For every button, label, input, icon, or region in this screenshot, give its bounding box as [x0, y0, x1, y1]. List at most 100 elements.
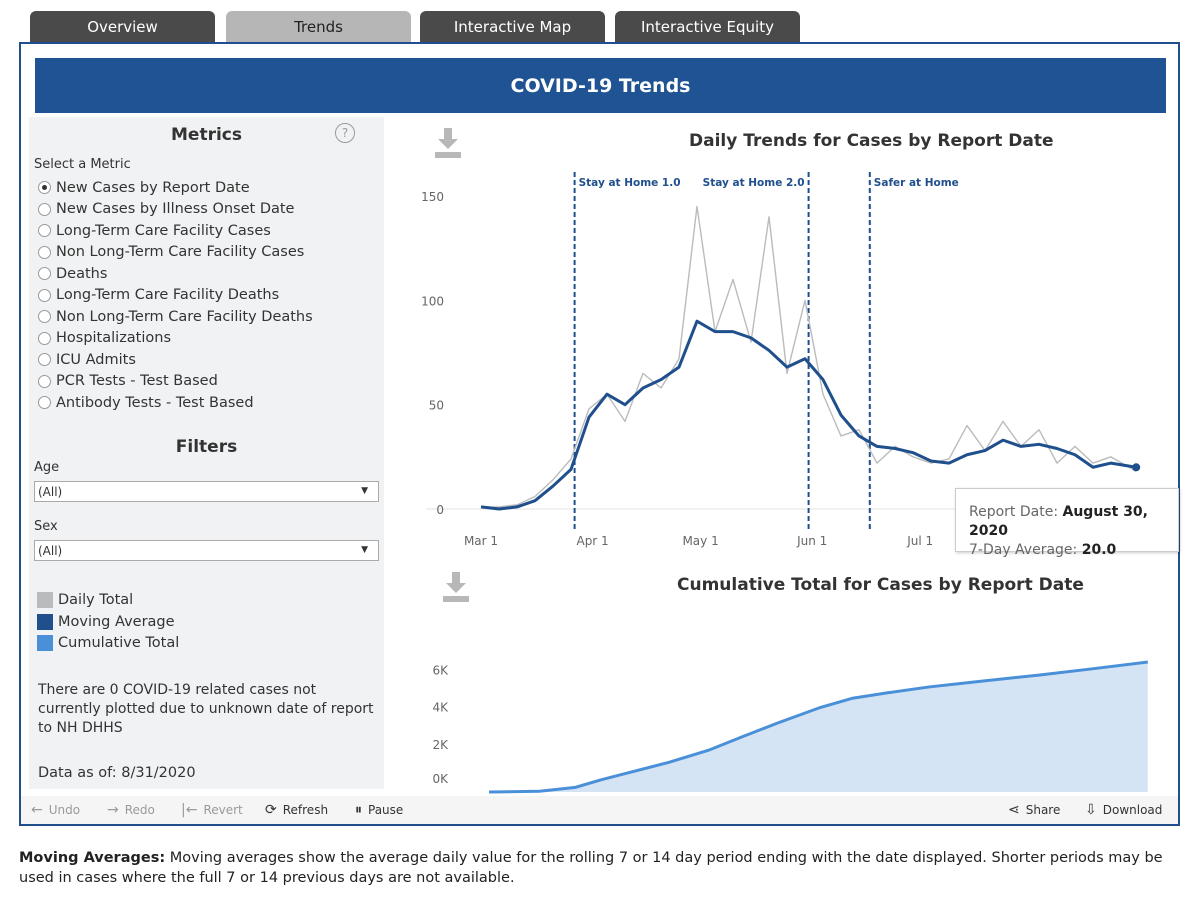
- sex-dropdown[interactable]: (All) ▼: [34, 540, 379, 561]
- legend-label: Cumulative Total: [58, 635, 180, 651]
- metric-option[interactable]: Non Long-Term Care Facility Cases: [38, 242, 368, 263]
- tooltip-date-value: August 30, 2020: [969, 504, 1148, 539]
- metric-option-label: Non Long-Term Care Facility Cases: [56, 244, 305, 260]
- refresh-button[interactable]: ⟳ Refresh: [265, 802, 328, 818]
- tooltip-avg-label: 7-Day Average:: [969, 542, 1078, 558]
- metric-option-label: Long-Term Care Facility Cases: [56, 222, 271, 239]
- legend-swatch: [37, 592, 53, 608]
- metric-option[interactable]: Antibody Tests - Test Based: [38, 392, 368, 413]
- tooltip-avg-value: 20.0: [1081, 542, 1117, 558]
- y-tick-label: 50: [429, 399, 444, 413]
- left-panel: Metrics ? Select a Metric New Cases by R…: [29, 117, 384, 789]
- share-button[interactable]: ⋖ Share: [1008, 802, 1060, 818]
- share-label: Share: [1025, 803, 1061, 817]
- metrics-title: Metrics: [171, 125, 242, 145]
- cumulative-chart-title: Cumulative Total for Cases by Report Dat…: [677, 575, 1084, 595]
- metric-option-label: Deaths: [56, 265, 108, 282]
- metric-option-label: New Cases by Illness Onset Date: [56, 201, 295, 217]
- footnote-label: Moving Averages:: [19, 850, 166, 866]
- chevron-down-icon: ▼: [361, 486, 368, 496]
- legend-swatch: [37, 635, 53, 651]
- metric-option[interactable]: Long-Term Care Facility Cases: [38, 220, 368, 241]
- radio-icon: [38, 267, 51, 280]
- sex-label: Sex: [34, 519, 58, 534]
- pause-button[interactable]: ⏸ Pause: [355, 802, 403, 818]
- pause-icon: ⏸: [355, 802, 362, 818]
- download-label: Download: [1102, 803, 1163, 817]
- chevron-down-icon: ▼: [361, 545, 368, 555]
- download-icon[interactable]: [441, 570, 471, 604]
- radio-icon: [38, 353, 51, 366]
- radio-icon: [38, 331, 51, 345]
- highlight-point: [1132, 463, 1141, 472]
- x-tick-label: Jul 1: [906, 534, 933, 548]
- daily-chart-title: Daily Trends for Cases by Report Date: [689, 131, 1054, 151]
- tab-trends[interactable]: Trends: [226, 11, 411, 43]
- y-tick-label: 150: [421, 190, 444, 204]
- age-dropdown-value: (All): [38, 484, 63, 499]
- x-tick-label: Mar 1: [464, 534, 498, 548]
- undo-icon: ←: [31, 802, 43, 818]
- undo-button[interactable]: ← Undo: [31, 802, 80, 818]
- footnote: Moving Averages: Moving averages show th…: [19, 848, 1179, 888]
- redo-button[interactable]: → Redo: [107, 802, 155, 818]
- radio-icon: [38, 224, 51, 237]
- legend-swatch: [37, 614, 53, 630]
- radio-selected-icon: [38, 181, 51, 194]
- x-tick-label: Jun 1: [796, 534, 827, 548]
- radio-icon: [38, 288, 51, 302]
- metric-option[interactable]: Hospitalizations: [38, 328, 368, 349]
- chart-tooltip: Report Date: August 30, 2020 7-Day Avera…: [955, 488, 1179, 558]
- tab-interactive-map[interactable]: Interactive Map: [420, 11, 605, 43]
- radio-icon: [38, 374, 51, 388]
- metric-option[interactable]: PCR Tests - Test Based: [38, 371, 368, 392]
- refresh-label: Refresh: [282, 803, 329, 817]
- metric-option[interactable]: Long-Term Care Facility Deaths: [38, 285, 368, 306]
- help-icon[interactable]: ?: [335, 123, 355, 143]
- select-metric-label: Select a Metric: [34, 157, 131, 172]
- tab-interactive-equity[interactable]: Interactive Equity: [615, 11, 800, 43]
- y-tick-label: 0: [436, 503, 444, 517]
- metric-option[interactable]: Deaths: [38, 263, 368, 284]
- radio-icon: [38, 245, 51, 259]
- metric-option-label: ICU Admits: [56, 351, 136, 368]
- legend-label: Moving Average: [58, 614, 175, 630]
- x-tick-label: Apr 1: [576, 534, 608, 548]
- metric-option[interactable]: Non Long-Term Care Facility Deaths: [38, 306, 368, 327]
- toolbar: ← Undo → Redo |← Revert ⟳ Refresh ⏸ Pause ⋖ Sh…: [21, 796, 1178, 824]
- annotation-label: Stay at Home 1.0: [579, 177, 681, 189]
- share-icon: ⋖: [1008, 802, 1020, 818]
- radio-icon: [38, 202, 51, 216]
- annotation-label: Safer at Home: [874, 177, 959, 189]
- legend-label: Daily Total: [58, 592, 134, 608]
- dashboard-frame: COVID-19 Trends Metrics ? Select a Metri…: [19, 42, 1180, 826]
- y-tick-label: 0K: [432, 772, 449, 786]
- download-icon[interactable]: [433, 126, 463, 160]
- revert-label: Revert: [203, 803, 243, 817]
- undo-label: Undo: [48, 803, 81, 817]
- radio-icon: [38, 310, 51, 323]
- tooltip-date-row: Report Date: August 30, 2020: [969, 503, 1178, 541]
- age-label: Age: [34, 460, 60, 475]
- metric-option-label: PCR Tests - Test Based: [56, 373, 218, 389]
- y-tick-label: 6K: [432, 664, 449, 678]
- radio-icon: [38, 396, 51, 409]
- metric-option-label: Antibody Tests - Test Based: [56, 394, 254, 411]
- y-tick-label: 2K: [432, 738, 449, 752]
- metric-option[interactable]: ICU Admits: [38, 349, 368, 370]
- tab-overview[interactable]: Overview: [30, 11, 215, 43]
- pause-label: Pause: [368, 803, 404, 817]
- unplotted-cases-note: There are 0 COVID-19 related cases not c…: [38, 682, 374, 736]
- metric-option[interactable]: New Cases by Illness Onset Date: [38, 199, 368, 220]
- metric-option[interactable]: New Cases by Report Date: [38, 177, 368, 198]
- download-button[interactable]: ⇩ Download: [1085, 802, 1162, 818]
- metric-option-label: New Cases by Report Date: [56, 179, 250, 196]
- y-tick-label: 100: [421, 294, 444, 308]
- y-tick-label: 4K: [432, 701, 449, 715]
- legend-cumulative-total: Cumulative Total: [37, 634, 179, 652]
- age-dropdown[interactable]: (All) ▼: [34, 481, 379, 502]
- moving-average-line: [480, 319, 1137, 511]
- download-icon: ⇩: [1085, 802, 1097, 818]
- revert-button[interactable]: |← Revert: [181, 802, 243, 818]
